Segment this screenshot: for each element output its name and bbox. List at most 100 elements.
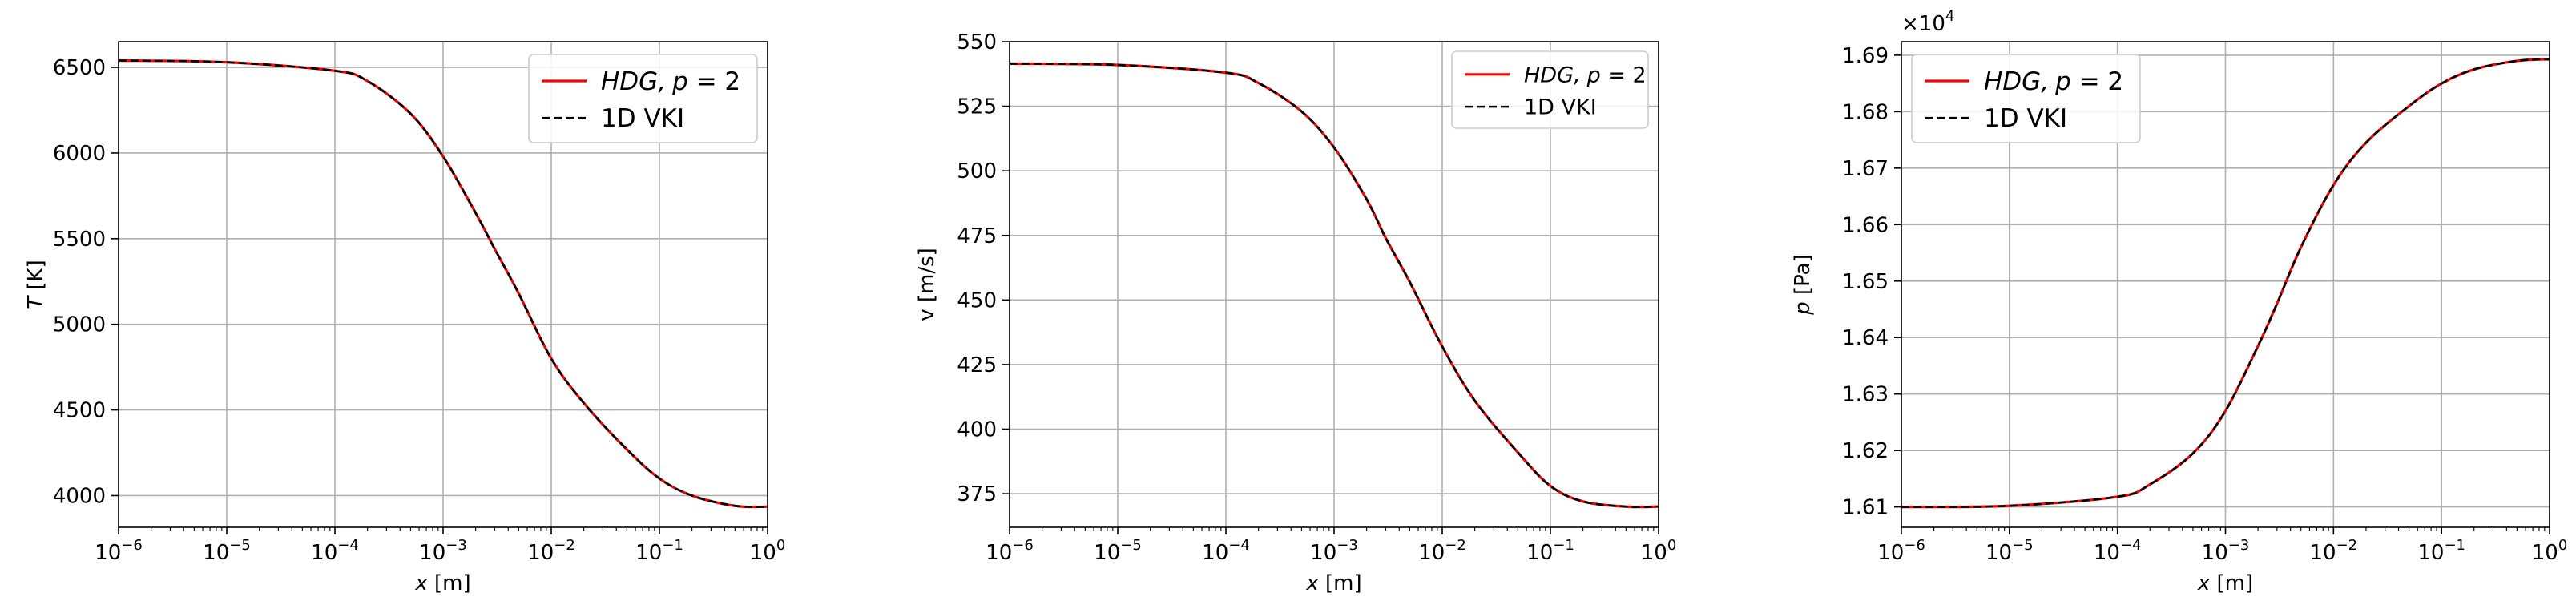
legend-label-math: p (671, 67, 688, 96)
y-tick-label: 1.66 (1842, 213, 1889, 237)
x-axis-variable: x (1305, 571, 1319, 595)
legend-label-main: HDG, (601, 67, 666, 96)
x-tick-base: 10 (1310, 541, 1336, 565)
x-tick-exponent: 0 (2558, 537, 2567, 554)
x-tick-exponent: −5 (1120, 537, 1142, 554)
x-tick-base: 10 (1202, 541, 1228, 565)
x-tick-base: 10 (311, 541, 337, 565)
x-axis-unit: [m] (1319, 571, 1362, 595)
x-tick-label: 10−6 (1877, 537, 1925, 565)
x-tick-exponent: −2 (1445, 537, 1466, 554)
y-tick-label: 1.69 (1842, 44, 1889, 68)
x-tick-base: 10 (2532, 541, 2558, 565)
y-tick-label: 6000 (53, 142, 106, 166)
y-tick-label: 5500 (53, 228, 106, 252)
x-tick-base: 10 (1641, 541, 1667, 565)
x-tick-label: 10−5 (1985, 537, 2034, 565)
y-tick-label: 450 (957, 288, 997, 313)
x-tick-label: 10−1 (635, 537, 683, 565)
x-axis-label: x [m] (1305, 571, 1361, 595)
series-line-vki (1901, 58, 2550, 508)
series-line-vki (1009, 63, 1659, 508)
y-tick-label: 525 (957, 95, 997, 119)
x-axis-label: x [m] (414, 571, 470, 595)
y-axis-label: p [Pa] (1791, 254, 1815, 316)
x-axis-variable: x (414, 571, 428, 595)
x-tick-exponent: −1 (1553, 537, 1574, 554)
y-tick-label: 1.61 (1842, 496, 1889, 520)
x-tick-exponent: −4 (1228, 537, 1250, 554)
chart-panel-2: 10−6 10−5 10−4 10−3 10−2 10−1 1003754004254504… (915, 30, 1676, 595)
x-axis-variable: x (2197, 571, 2211, 595)
x-tick-label: 10−5 (1094, 537, 1142, 565)
x-tick-base: 10 (2310, 541, 2336, 565)
x-tick-base: 10 (635, 541, 662, 565)
legend: HDG, p = 2 1D VKI (528, 54, 758, 143)
x-tick-label: 10−2 (2310, 537, 2358, 565)
legend-box (528, 54, 758, 143)
x-tick-base: 10 (986, 541, 1012, 565)
x-tick-exponent: −2 (554, 537, 575, 554)
y-tick-label: 1.67 (1842, 157, 1889, 181)
chart-panel-3: 10−6 10−5 10−4 10−3 10−2 10−1 1001.611.621.631… (1791, 8, 2567, 595)
x-tick-base: 10 (750, 541, 776, 565)
y-tick-label: 4500 (53, 399, 106, 423)
x-tick-base: 10 (2202, 541, 2228, 565)
x-tick-label: 10−3 (1310, 537, 1358, 565)
legend: HDG, p = 21D VKI (1911, 54, 2141, 143)
x-tick-exponent: −5 (2012, 537, 2034, 554)
x-tick-label: 10−6 (986, 537, 1034, 565)
chart-panel-1: 10−6 10−5 10−4 10−3 10−2 10−1 1004000450050005… (24, 41, 785, 595)
legend-label-main: HDG, (1524, 63, 1581, 87)
y-tick-label: 1.64 (1842, 326, 1889, 350)
x-tick-exponent: −3 (2228, 537, 2250, 554)
x-tick-exponent: −4 (337, 537, 359, 554)
legend-box (1911, 54, 2141, 143)
y-tick-label: 550 (957, 30, 997, 54)
x-tick-base: 10 (1418, 541, 1445, 565)
x-tick-label: 10−6 (95, 537, 143, 565)
x-tick-exponent: −6 (1904, 537, 1925, 554)
y-axis-variable: p (1791, 301, 1815, 316)
legend-label-rest: = 2 (1601, 63, 1647, 87)
x-tick-label: 10−4 (1202, 537, 1250, 565)
legend-label-math: p (2054, 67, 2071, 96)
x-tick-exponent: −4 (2120, 537, 2142, 554)
x-tick-label: 10−2 (527, 537, 575, 565)
x-tick-base: 10 (1985, 541, 2012, 565)
x-tick-exponent: −2 (2336, 537, 2358, 554)
x-tick-exponent: −6 (1012, 537, 1034, 554)
legend-label: 1D VKI (1984, 104, 2067, 133)
x-tick-exponent: −1 (662, 537, 683, 554)
x-tick-exponent: −6 (121, 537, 143, 554)
legend-label: 1D VKI (1524, 95, 1597, 120)
legend-label-main: 1D VKI (601, 104, 684, 133)
y-tick-label: 1.62 (1842, 439, 1889, 463)
x-tick-label: 10−1 (1526, 537, 1574, 565)
x-axis-unit: [m] (428, 571, 471, 595)
x-tick-base: 10 (2094, 541, 2120, 565)
x-axis-unit: [m] (2210, 571, 2253, 595)
y-axis-unit: [Pa] (1791, 254, 1815, 301)
offset-exponent: 4 (1945, 8, 1954, 25)
x-tick-base: 10 (203, 541, 229, 565)
legend-label-main: HDG, (1984, 67, 2049, 96)
y-axis-label: v [m/s] (915, 248, 939, 321)
x-tick-label: 10−5 (203, 537, 251, 565)
legend-label-main: 1D VKI (1524, 95, 1597, 120)
legend-label-math: p (1586, 63, 1601, 87)
x-tick-base: 10 (1526, 541, 1553, 565)
y-tick-label: 500 (957, 159, 997, 184)
legend-label: HDG, p = 2 (601, 67, 740, 96)
y-tick-label: 4000 (53, 484, 106, 508)
x-tick-base: 10 (1877, 541, 1904, 565)
x-tick-label: 10−1 (2417, 537, 2465, 565)
x-tick-base: 10 (2417, 541, 2444, 565)
legend: HDG, p = 21D VKI (1451, 50, 1649, 129)
x-tick-exponent: −3 (1336, 537, 1358, 554)
legend-label-main: 1D VKI (1984, 104, 2067, 133)
y-axis-variable: T (24, 295, 48, 309)
y-tick-label: 1.68 (1842, 100, 1889, 124)
x-tick-base: 10 (95, 541, 121, 565)
